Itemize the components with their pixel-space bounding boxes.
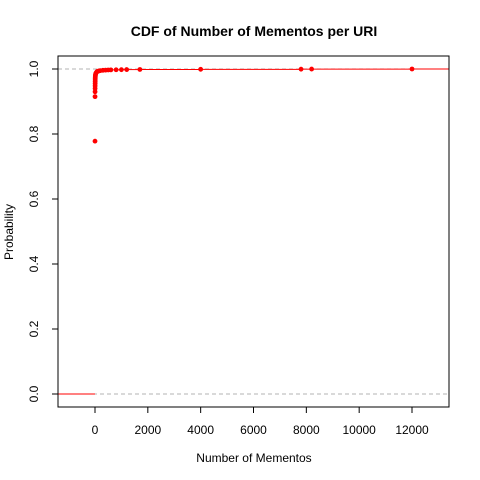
y-tick-label: 0.6 (27, 190, 41, 207)
x-tick-label: 10000 (342, 423, 376, 437)
y-axis-label: Probability (2, 204, 16, 260)
plot-frame (57, 55, 450, 408)
y-tick-label: 0.2 (27, 320, 41, 337)
cdf-point (92, 94, 98, 100)
cdf-point (409, 66, 415, 72)
cdf-point (119, 67, 124, 73)
cdf-point (92, 138, 98, 144)
cdf-point (124, 67, 130, 72)
x-tick-label: 0 (92, 423, 99, 437)
y-tick-label: 1.0 (27, 60, 41, 77)
y-axis: 0.0 0.2 0.4 0.6 0.8 1.0 (27, 60, 59, 402)
chart-title: CDF of Number of Mementos per URI (131, 23, 378, 39)
cdf-point (113, 67, 119, 73)
cdf-point (198, 66, 204, 72)
plot-area (58, 66, 449, 395)
x-tick-label: 12000 (395, 423, 429, 437)
y-tick-label: 0.4 (27, 255, 41, 272)
x-tick-label: 8000 (293, 423, 320, 437)
x-axis: 0 2000 4000 6000 8000 10000 12000 (92, 406, 429, 437)
cdf-point (309, 66, 315, 72)
cdf-point (137, 67, 143, 72)
y-tick-label: 0.0 (27, 385, 41, 402)
y-tick-label: 0.8 (27, 125, 41, 142)
cdf-point (298, 66, 304, 72)
x-tick-label: 6000 (240, 423, 267, 437)
x-tick-label: 4000 (187, 423, 214, 437)
x-axis-label: Number of Mementos (196, 451, 311, 465)
x-tick-label: 2000 (134, 423, 161, 437)
cdf-point (108, 67, 114, 73)
